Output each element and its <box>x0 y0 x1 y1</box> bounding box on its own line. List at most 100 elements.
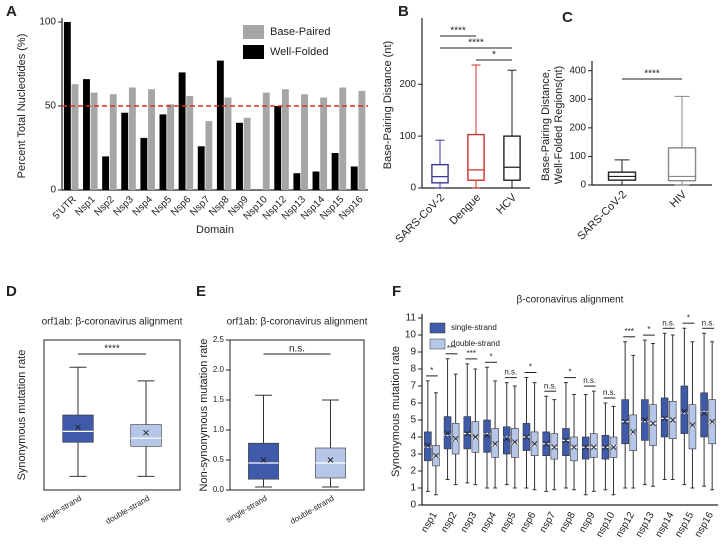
y-tick-label: 0 <box>50 185 56 196</box>
box <box>431 139 449 189</box>
whisker-low <box>485 452 489 489</box>
y-tick-label: 2.5 <box>213 335 225 344</box>
whisker-low <box>690 448 695 489</box>
bar <box>301 94 308 190</box>
y-tick-label: 5 <box>410 415 416 426</box>
whisker-high <box>532 382 537 432</box>
box <box>562 382 570 489</box>
box <box>700 332 708 487</box>
whisker-low <box>512 457 517 489</box>
box <box>660 332 669 480</box>
box-body <box>667 147 697 182</box>
bar <box>262 92 270 190</box>
bar <box>358 90 366 190</box>
mean <box>327 457 334 463</box>
panel-label: C <box>562 9 573 26</box>
x-tick-label: HCV <box>494 191 519 216</box>
mean <box>622 418 628 425</box>
x-tick-label: nsp16 <box>693 510 716 539</box>
y-tick-label: 300 <box>569 94 586 105</box>
bar <box>140 137 148 190</box>
x-tick-label: nsp6 <box>518 510 539 535</box>
significance-label: * <box>492 50 496 61</box>
bar <box>128 87 136 190</box>
whisker-low <box>591 457 596 492</box>
box <box>708 341 716 491</box>
y-tick-label: 200 <box>399 79 416 90</box>
box <box>530 382 539 491</box>
mean <box>701 410 707 417</box>
whisker-high <box>572 394 576 437</box>
whisker-low <box>465 448 470 484</box>
mean <box>512 439 518 445</box>
whisker-high <box>631 354 636 415</box>
whisker-high <box>564 382 568 429</box>
box-body <box>590 433 598 458</box>
mean <box>523 434 530 440</box>
box-body <box>502 426 511 455</box>
box-body <box>431 163 449 184</box>
x-tick-label: SARS-CoV-2 <box>575 189 629 243</box>
whisker-low <box>583 459 588 496</box>
whisker-high <box>651 343 655 405</box>
y-tick-label: 7 <box>410 381 416 392</box>
box-body <box>424 431 432 462</box>
y-axis-title: Percent Total Nucleotides (%) <box>16 34 28 179</box>
whisker-low <box>507 180 517 189</box>
mean <box>661 415 668 422</box>
x-tick-label: nsp7 <box>538 510 559 535</box>
y-axis-title: Non-synonymous mutation rate <box>198 339 210 492</box>
mean <box>433 452 439 459</box>
whisker-high <box>465 363 470 417</box>
y-tick-label: 1.5 <box>213 395 225 404</box>
bar <box>224 97 232 190</box>
box <box>491 380 499 489</box>
mean <box>543 440 550 447</box>
whisker-high <box>642 339 647 400</box>
bar <box>102 156 110 190</box>
significance-label: * <box>430 366 433 375</box>
mean <box>492 440 498 447</box>
whisker-low <box>544 455 549 492</box>
whisker-high <box>453 373 458 424</box>
panel-label: F <box>392 283 401 300</box>
mean <box>75 424 81 431</box>
y-tick-label: 100 <box>569 151 586 162</box>
whisker-low <box>674 180 690 186</box>
whisker-high <box>552 399 557 434</box>
whisker-low <box>651 445 655 487</box>
x-tick-label: Nsp3 <box>112 194 137 219</box>
x-tick-label: single-strand <box>224 494 268 525</box>
box <box>641 339 649 486</box>
whisker-low <box>564 455 568 489</box>
bar <box>205 121 213 190</box>
box <box>443 358 452 480</box>
whisker-high <box>485 366 489 420</box>
box <box>607 159 637 186</box>
significance-label: * <box>568 368 571 377</box>
x-tick-label: nsp5 <box>498 510 519 535</box>
whisker-low <box>572 460 576 491</box>
significance-label: *** <box>447 344 456 353</box>
whisker-low <box>623 443 628 489</box>
bar <box>167 104 175 190</box>
whisker-high <box>255 394 272 444</box>
significance-label: * <box>529 363 532 372</box>
box <box>502 382 511 486</box>
bar <box>178 72 186 190</box>
chart-title: β-coronavirus alignment <box>517 295 624 306</box>
x-tick-label: nsp3 <box>459 510 480 535</box>
x-tick-label: nsp9 <box>577 510 598 535</box>
legend-swatch <box>429 322 446 334</box>
x-tick-label: double-strand <box>104 494 151 526</box>
significance-label: n.s. <box>603 388 616 397</box>
box-body <box>503 135 521 181</box>
box-body <box>483 419 491 453</box>
mean <box>464 430 471 437</box>
box <box>688 341 697 489</box>
box <box>581 394 590 496</box>
bar <box>83 79 90 190</box>
whisker-low <box>433 465 438 496</box>
y-tick-label: 11 <box>406 313 417 324</box>
